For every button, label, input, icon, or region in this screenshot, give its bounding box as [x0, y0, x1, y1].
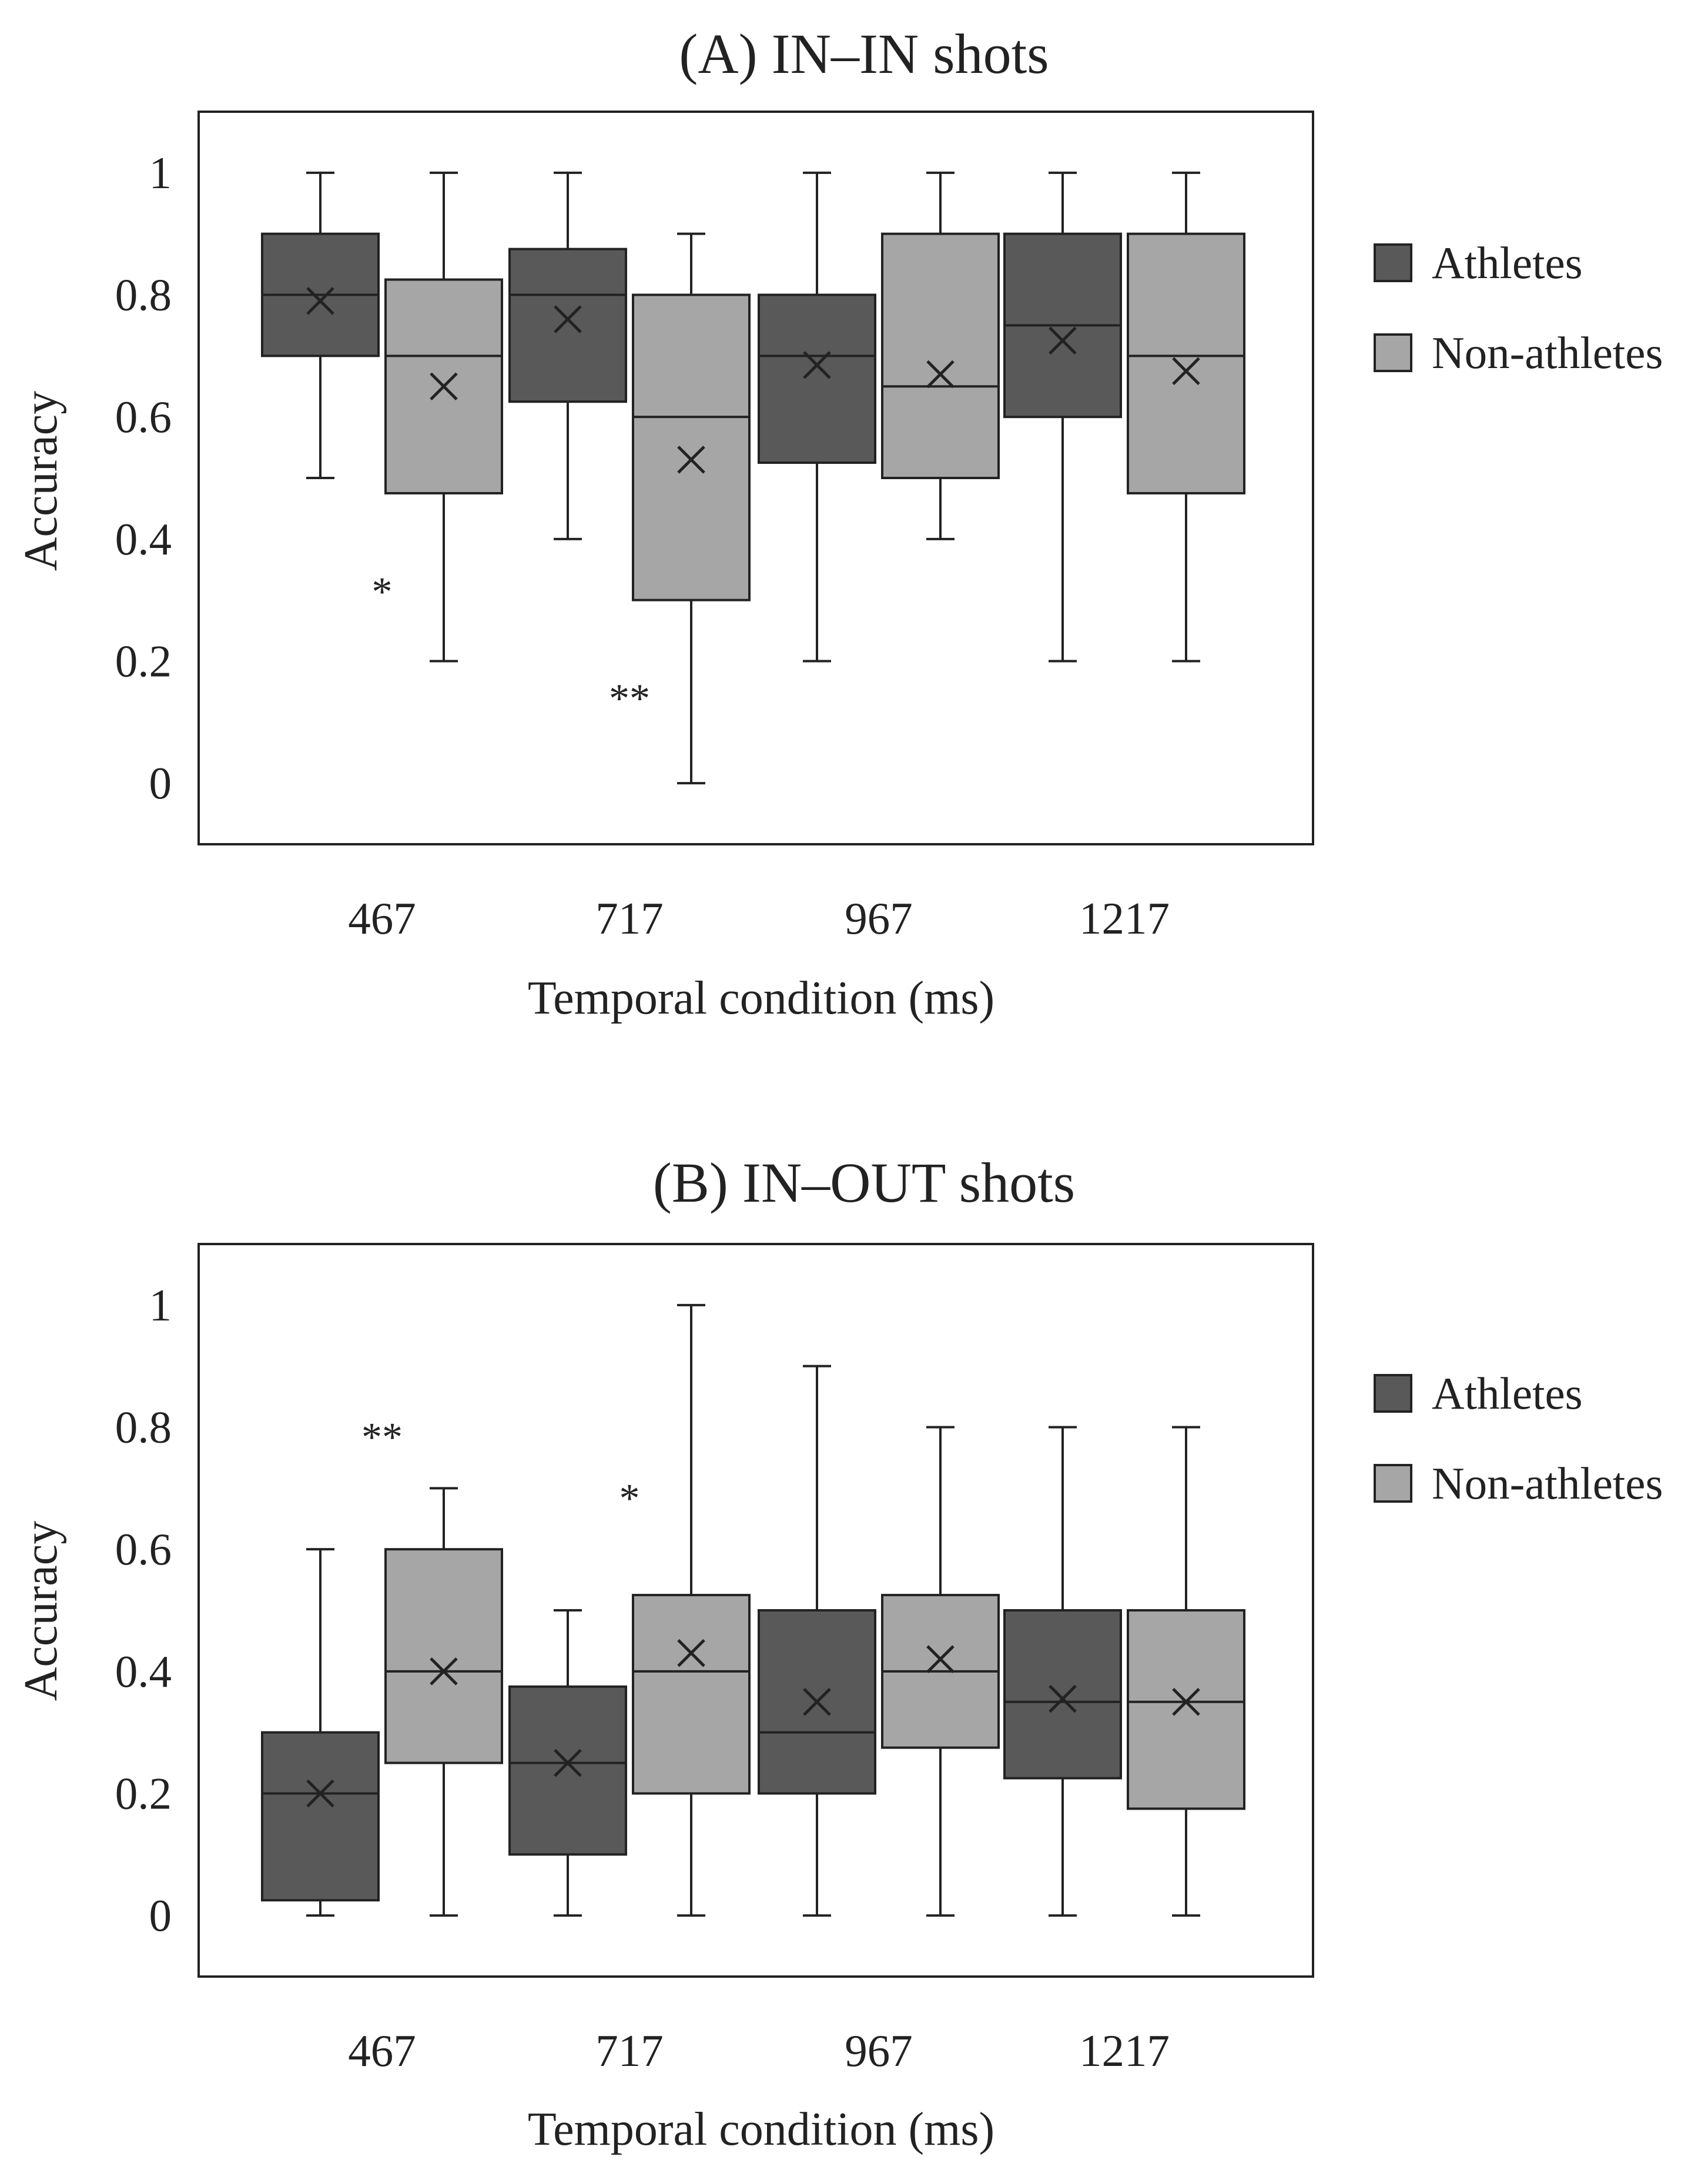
panel-b: (B) IN–OUT shots Accuracy Temporal condi…: [15, 1151, 1663, 2155]
panel-title: (A) IN–IN shots: [679, 22, 1049, 85]
x-tick-label: 467: [348, 2025, 416, 2076]
box-non-athletes-717: [632, 232, 751, 785]
mean-marker: [677, 446, 705, 474]
y-tick-label: 1: [149, 148, 172, 198]
panel-a: (A) IN–IN shots Accuracy Temporal condit…: [15, 22, 1663, 1024]
mean-marker: [1172, 1687, 1200, 1716]
x-tick-label: 967: [845, 893, 913, 944]
mean-marker: [803, 351, 831, 379]
box-athletes-717: [508, 1609, 627, 1917]
significance-marker: **: [609, 676, 650, 721]
mean-marker: [677, 1639, 705, 1667]
box-iqr: [384, 1548, 503, 1764]
y-tick-label: 0.4: [115, 1646, 172, 1697]
box-iqr: [632, 1594, 751, 1795]
box-athletes-967: [758, 171, 876, 663]
legend-swatch-non-athletes: [1374, 1464, 1412, 1503]
legend-label-non-athletes: Non-athletes: [1432, 327, 1663, 378]
y-tick-label: 0: [149, 1890, 172, 1941]
y-tick-label: 0.8: [115, 270, 172, 320]
y-tick-label: 1: [149, 1280, 172, 1330]
legend-swatch-athletes: [1374, 243, 1412, 282]
y-tick-label: 0.2: [115, 636, 172, 687]
box-iqr: [1127, 1609, 1245, 1810]
significance-marker: *: [619, 1476, 640, 1521]
x-tick-label: 1217: [1079, 2025, 1170, 2076]
mean-marker: [306, 1779, 334, 1808]
y-axis-label: Accuracy: [15, 391, 67, 571]
y-tick-label: 0.2: [115, 1768, 172, 1819]
x-axis-label: Temporal condition (ms): [528, 972, 994, 1024]
box-non-athletes-1217: [1127, 1426, 1245, 1917]
mean-marker: [306, 287, 334, 315]
panel-title: (B) IN–OUT shots: [653, 1151, 1075, 1214]
mean-marker: [1049, 326, 1077, 355]
y-tick-label: 0.4: [115, 514, 172, 564]
box-iqr: [1003, 1609, 1122, 1780]
box-non-athletes-1217: [1127, 171, 1245, 663]
significance-marker: *: [372, 570, 393, 615]
box-iqr: [508, 1685, 627, 1856]
legend-label-athletes: Athletes: [1432, 1368, 1583, 1419]
box-iqr: [508, 248, 627, 403]
box-athletes-1217: [1003, 171, 1122, 663]
legend-swatch-non-athletes: [1374, 333, 1412, 372]
y-axis-label: Accuracy: [15, 1521, 67, 1701]
x-tick-label: 967: [845, 2025, 913, 2076]
box-athletes-467: [261, 1548, 380, 1917]
box-iqr: [881, 232, 1000, 479]
mean-marker: [926, 360, 955, 389]
box-non-athletes-467: [384, 1487, 503, 1917]
mean-marker: [926, 1645, 955, 1673]
y-tick-label: 0: [149, 758, 172, 808]
y-tick-label: 0.8: [115, 1402, 172, 1453]
y-tick-label: 0.6: [115, 1524, 172, 1574]
box-non-athletes-967: [881, 1426, 1000, 1917]
box-iqr: [758, 293, 876, 464]
x-tick-label: 717: [595, 893, 664, 944]
box-athletes-1217: [1003, 1426, 1122, 1917]
y-tick-label: 0.6: [115, 392, 172, 442]
x-tick-label: 467: [348, 893, 416, 944]
box-non-athletes-467: [384, 171, 503, 663]
legend-swatch-athletes: [1374, 1374, 1412, 1413]
legend: Athletes Non-athletes: [1374, 238, 1663, 378]
box-athletes-967: [758, 1365, 876, 1917]
box-iqr: [261, 1731, 380, 1902]
x-tick-label: 1217: [1079, 893, 1170, 944]
legend-label-athletes: Athletes: [1432, 238, 1583, 288]
box-non-athletes-717: [632, 1303, 751, 1917]
mean-marker: [1049, 1684, 1077, 1713]
box-non-athletes-967: [881, 171, 1000, 540]
mean-marker: [803, 1687, 831, 1716]
x-axis-label: Temporal condition (ms): [528, 2104, 994, 2155]
legend: Athletes Non-athletes: [1374, 1368, 1663, 1509]
legend-label-non-athletes: Non-athletes: [1432, 1458, 1663, 1509]
significance-marker: **: [361, 1415, 403, 1460]
mean-marker: [554, 1748, 582, 1777]
mean-marker: [430, 1657, 458, 1686]
mean-marker: [554, 305, 582, 333]
x-tick-label: 717: [595, 2025, 664, 2076]
mean-marker: [1172, 357, 1200, 386]
box-iqr: [1127, 232, 1245, 494]
box-iqr: [632, 293, 751, 601]
box-athletes-717: [508, 171, 627, 540]
mean-marker: [430, 372, 458, 401]
box-athletes-467: [261, 171, 380, 479]
